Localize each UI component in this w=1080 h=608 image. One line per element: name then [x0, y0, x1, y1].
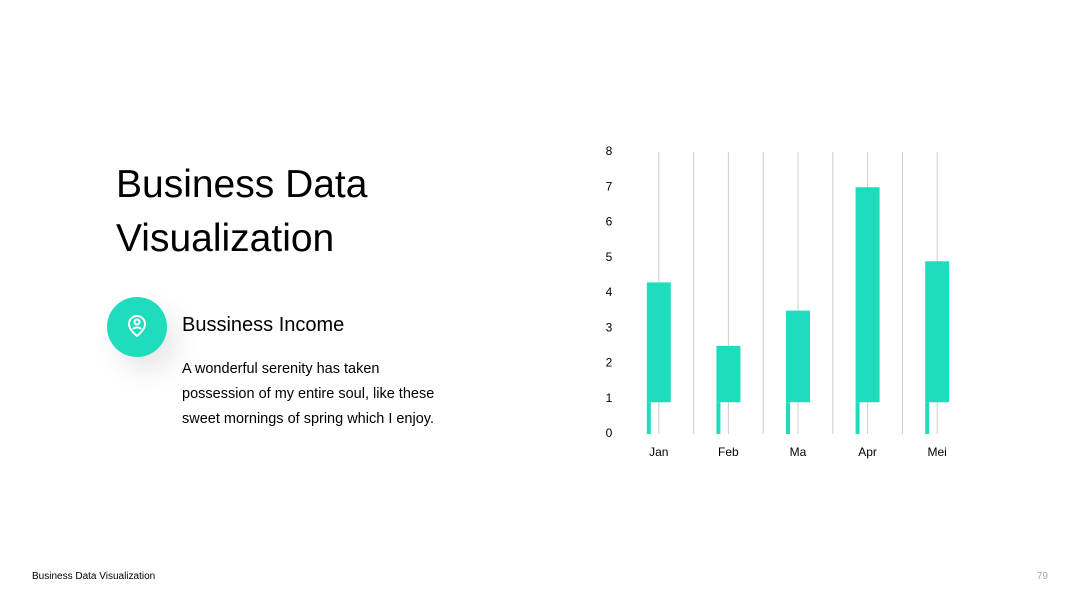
- stem: [716, 402, 721, 434]
- y-tick-label: 0: [606, 426, 613, 440]
- x-tick-label: Apr: [858, 445, 877, 459]
- y-tick-label: 7: [606, 179, 613, 193]
- stem: [855, 402, 860, 434]
- footer: Business Data Visualization: [32, 571, 156, 582]
- stem: [925, 402, 930, 434]
- stem: [646, 402, 651, 434]
- page-number: 79: [1036, 571, 1048, 582]
- x-tick-label: Feb: [718, 445, 739, 459]
- x-tick-label: Ma: [790, 445, 807, 459]
- stem: [786, 402, 790, 434]
- location-icon: [107, 297, 167, 357]
- bar: [925, 261, 950, 403]
- y-tick-label: 4: [606, 285, 613, 299]
- y-tick-label: 1: [606, 391, 613, 405]
- y-tick-label: 5: [606, 250, 613, 264]
- y-tick-label: 2: [606, 356, 613, 370]
- y-tick-label: 8: [606, 144, 613, 158]
- section-heading: Bussiness Income: [182, 314, 345, 336]
- y-tick-label: 6: [606, 215, 613, 229]
- icon-glyph: [127, 314, 147, 338]
- bar: [646, 282, 671, 403]
- bar: [855, 187, 880, 403]
- x-tick-label: Mei: [928, 445, 947, 459]
- body-text: A wonderful serenity has taken possessio…: [182, 361, 435, 427]
- bar: [716, 345, 741, 403]
- slide-title: Business Data Visualization: [116, 163, 368, 260]
- x-tick-label: Jan: [649, 445, 668, 459]
- y-tick-label: 3: [606, 320, 613, 334]
- bar: [786, 310, 810, 403]
